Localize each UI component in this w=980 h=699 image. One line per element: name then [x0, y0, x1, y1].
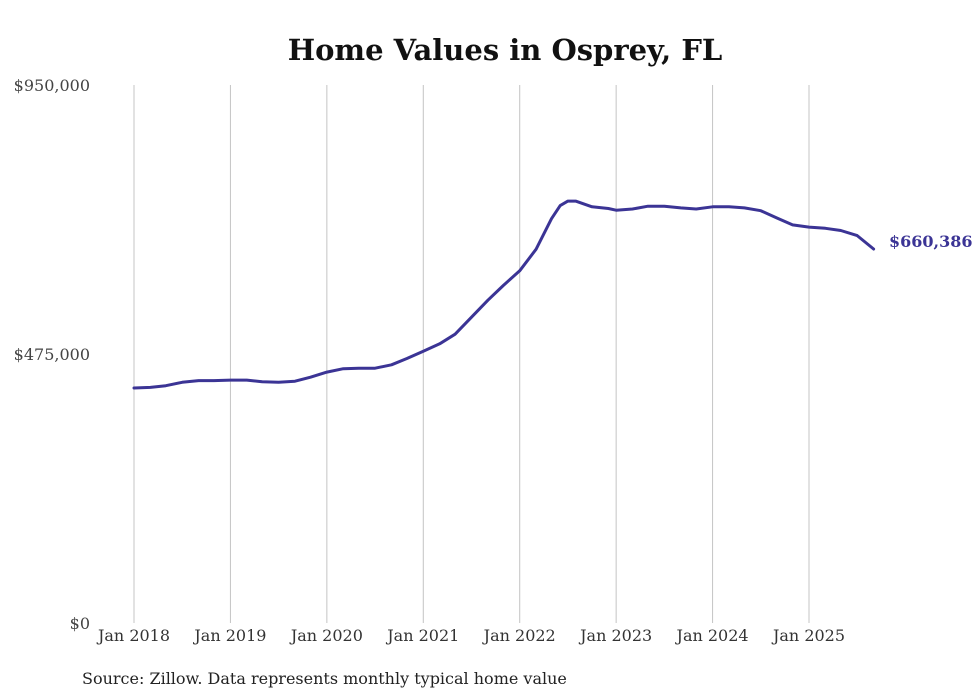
x-tick-label: Jan 2022: [482, 626, 556, 645]
x-tick-label: Jan 2020: [289, 626, 363, 645]
x-tick-label: Jan 2023: [578, 626, 652, 645]
series-layer: [132, 199, 876, 390]
gridlines: [133, 85, 810, 623]
x-tick-label: Jan 2019: [192, 626, 266, 645]
y-tick-label: $475,000: [14, 345, 90, 364]
y-axis-tick-labels: $0 $475,000 $950,000: [14, 76, 90, 633]
end-value-label: $660,386: [889, 232, 973, 251]
y-tick-label: $0: [70, 614, 90, 633]
x-tick-label: Jan 2018: [96, 626, 170, 645]
series-line-home-value: [132, 199, 876, 390]
x-tick-label: Jan 2025: [771, 626, 845, 645]
x-axis-tick-labels: Jan 2018 Jan 2019 Jan 2020 Jan 2021 Jan 2022…: [96, 626, 845, 645]
source-note: Source: Zillow. Data represents monthly …: [82, 669, 567, 688]
x-tick-label: Jan 2021: [385, 626, 459, 645]
y-tick-label: $950,000: [14, 76, 90, 95]
chart-title: Home Values in Osprey, FL: [288, 33, 723, 67]
x-tick-label: Jan 2024: [675, 626, 749, 645]
